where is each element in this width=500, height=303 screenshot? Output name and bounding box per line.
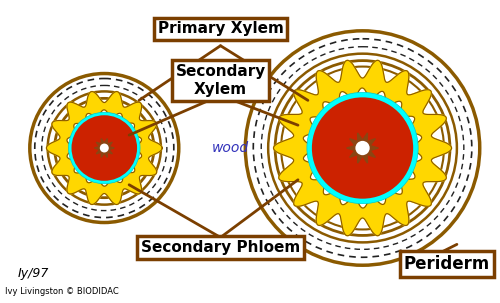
Text: Primary Xylem: Primary Xylem: [158, 21, 284, 36]
Circle shape: [68, 112, 140, 184]
Text: wood: wood: [212, 141, 249, 155]
Polygon shape: [310, 96, 415, 200]
Circle shape: [312, 97, 413, 199]
Text: Ivy Livingston © BIODIDAC: Ivy Livingston © BIODIDAC: [5, 287, 118, 296]
Circle shape: [100, 144, 109, 152]
Circle shape: [356, 141, 370, 155]
Polygon shape: [70, 115, 138, 181]
Circle shape: [72, 115, 137, 181]
Polygon shape: [346, 133, 378, 163]
Text: Iy/97: Iy/97: [18, 267, 50, 280]
Polygon shape: [46, 92, 162, 205]
Text: Periderm: Periderm: [404, 255, 490, 273]
Circle shape: [307, 92, 418, 204]
Polygon shape: [274, 60, 452, 236]
Text: Secondary
Xylem: Secondary Xylem: [176, 64, 266, 97]
Text: Secondary Phloem: Secondary Phloem: [141, 240, 300, 255]
Polygon shape: [94, 138, 114, 158]
